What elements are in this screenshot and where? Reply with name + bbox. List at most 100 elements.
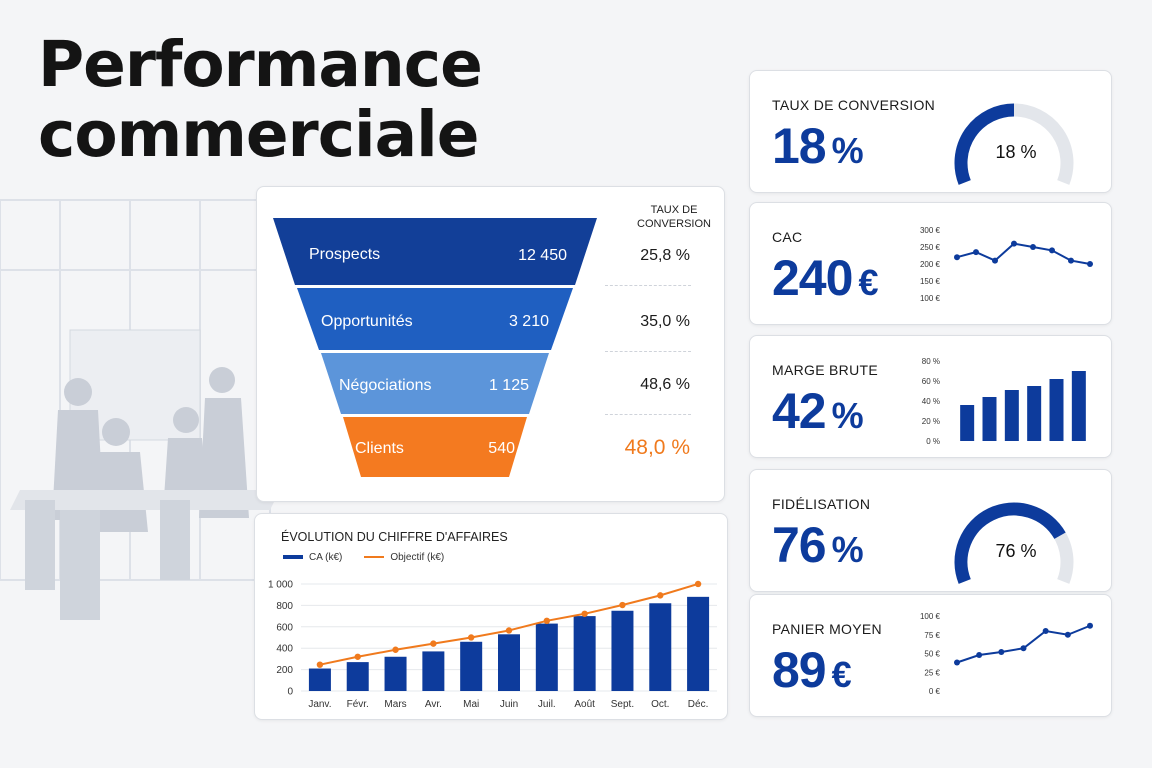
x-tick-label: Oct.: [651, 699, 669, 710]
legend-item-objectif: Objectif (k€): [364, 552, 444, 563]
sparkline-point: [1030, 244, 1036, 250]
kpi-number: 240: [772, 250, 853, 306]
objectif-point: [694, 580, 702, 588]
kpi-card-cac: CAC 240 € 100 € 150 € 200 € 250 € 300 €: [749, 202, 1112, 325]
kpi-value: 76%: [772, 516, 864, 574]
x-tick-label: Déc.: [688, 699, 709, 710]
kpi-value: 18%: [772, 117, 864, 175]
y-tick-label: 50 €: [924, 650, 940, 659]
sparkline-point: [976, 652, 983, 658]
objectif-point: [392, 646, 399, 653]
y-tick-label: 200 €: [920, 260, 941, 269]
revenue-bar: [611, 610, 634, 691]
y-tick-label: 75 €: [924, 631, 940, 640]
kpi-card-marge: MARGE BRUTE 42% 0 % 20 % 40 % 60 % 80 %: [749, 335, 1112, 458]
y-tick-label: 0 €: [929, 687, 941, 696]
y-tick-label: 40 %: [922, 397, 940, 406]
funnel-rate-highlight: 48,0 %: [624, 436, 690, 459]
kpi-number: 42: [772, 383, 827, 439]
revenue-bar: [649, 603, 672, 691]
y-tick-label: 250 €: [920, 243, 941, 252]
kpi-label: MARGE BRUTE: [772, 362, 878, 378]
marge-bar: [1027, 386, 1042, 441]
funnel-label: Prospects: [309, 246, 380, 263]
kpi-unit: %: [831, 130, 864, 171]
x-tick-label: Juin: [500, 699, 518, 710]
x-tick-label: Janv.: [308, 699, 331, 710]
kpi-label: FIDÉLISATION: [772, 496, 871, 512]
objectif-point: [543, 617, 551, 625]
kpi-unit: %: [831, 395, 864, 436]
gauge-value: 76 %: [995, 541, 1036, 561]
revenue-bar: [687, 596, 710, 691]
sparkline-point: [1042, 628, 1049, 634]
x-tick-label: Mars: [384, 699, 406, 710]
funnel-stage-prospects: [273, 218, 597, 285]
legend-label: CA (k€): [309, 552, 343, 563]
objectif-point: [430, 640, 437, 647]
kpi-card-fidelisation: FIDÉLISATION 76% 76 %: [749, 469, 1112, 592]
marge-bar-chart: 0 % 20 % 40 % 60 % 80 %: [922, 357, 1086, 446]
cac-sparkline: 100 € 150 € 200 € 250 € 300 €: [920, 226, 1093, 303]
y-tick-label: 60 %: [922, 377, 940, 386]
x-tick-label: Mai: [463, 699, 479, 710]
kpi-number: 89: [772, 642, 827, 698]
y-tick-label: 80 %: [922, 357, 940, 366]
funnel-label: Opportunités: [321, 313, 413, 330]
revenue-bar: [460, 641, 483, 691]
sparkline-point: [973, 249, 979, 256]
kpi-label: TAUX DE CONVERSION: [772, 97, 936, 113]
objectif-point: [354, 653, 361, 660]
sparkline-point: [1011, 240, 1017, 247]
sparkline-point: [1087, 261, 1093, 267]
kpi-value: 42%: [772, 382, 864, 440]
funnel-label: Clients: [355, 440, 404, 457]
kpi-label: CAC: [772, 229, 803, 245]
sparkline-point: [1049, 247, 1055, 254]
office-meeting-illustration: [0, 199, 280, 620]
sparkline-point: [992, 257, 998, 264]
sparkline-point: [1020, 645, 1027, 652]
conversion-rate-header: TAUX DE CONVERSION: [637, 204, 711, 230]
y-tick-label: 0 %: [926, 437, 940, 446]
y-tick-label: 800: [276, 601, 293, 612]
y-tick-label: 100 €: [920, 612, 941, 621]
page-title-line-1: Performance: [38, 28, 483, 101]
sales-funnel: Prospects 12 450 Opportunités 3 210 Négo…: [273, 218, 597, 477]
chart-title: ÉVOLUTION DU CHIFFRE D'AFFAIRES: [281, 530, 508, 544]
revenue-chart: 0 200 400 600 800 1 000 Janv. Févr. Mars Avr. Mai J…: [268, 580, 717, 710]
kpi-value: 89 €: [772, 641, 852, 699]
page-title-line-2: commerciale: [38, 98, 479, 171]
funnel-rate: 25,8 %: [640, 247, 690, 264]
legend-swatch: [283, 555, 303, 560]
revenue-bar: [308, 668, 331, 691]
sales-funnel-card: TAUX DE CONVERSION Prospects 12 450 Oppo…: [256, 186, 725, 502]
sparkline-line: [956, 242, 1091, 265]
page-title: Performance commerciale: [38, 28, 483, 171]
conversion-gauge: 18 %: [954, 103, 1074, 185]
kpi-unit: €: [858, 262, 878, 303]
objectif-point: [467, 634, 475, 641]
marge-bar: [1004, 390, 1019, 441]
sparkline-point: [1068, 257, 1074, 264]
y-tick-label: 1 000: [268, 580, 293, 591]
revenue-bar: [573, 616, 596, 691]
x-tick-label: Juil.: [538, 699, 556, 710]
kpi-number: 18: [772, 118, 827, 174]
sparkline-point: [954, 659, 960, 666]
funnel-value: 540: [488, 440, 515, 457]
revenue-bar: [422, 651, 445, 691]
kpi-value: 240 €: [772, 249, 878, 307]
sparkline-point: [1087, 622, 1093, 629]
y-tick-label: 300 €: [920, 226, 941, 235]
funnel-rate: 35,0 %: [640, 313, 690, 330]
legend-swatch: [364, 556, 385, 559]
y-tick-label: 100 €: [920, 294, 941, 303]
marge-bar: [1049, 379, 1064, 441]
legend-label: Objectif (k€): [390, 552, 445, 563]
objectif-point: [657, 592, 664, 599]
funnel-rate: 48,6 %: [640, 376, 690, 393]
panier-sparkline: 0 € 25 € 50 € 75 € 100 €: [920, 612, 1093, 696]
funnel-value: 3 210: [509, 313, 549, 330]
revenue-bar: [535, 623, 558, 691]
